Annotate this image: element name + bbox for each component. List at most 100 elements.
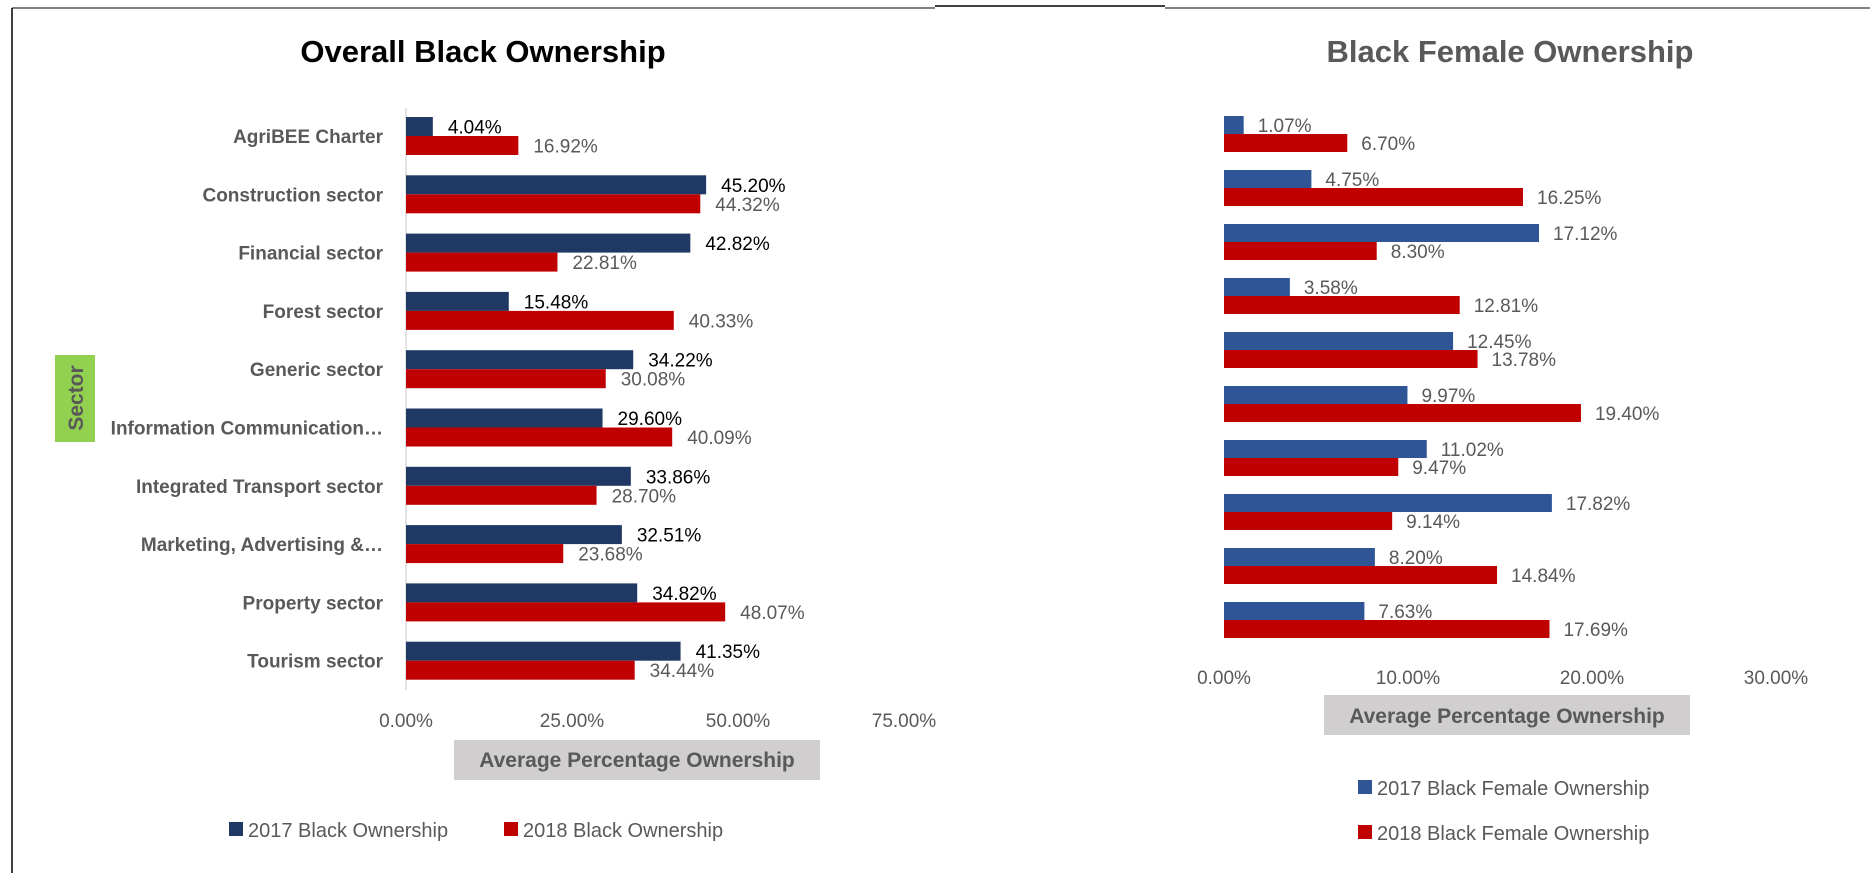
- chart2-bar-2017-black-female-ownership-8: [1224, 494, 1552, 512]
- chart1-bar-2017-black-ownership-6: [406, 408, 603, 428]
- chart2-bar-2017-black-female-ownership-7: [1224, 440, 1427, 458]
- chart1-data-label-2018-black-ownership-6: 40.09%: [687, 428, 752, 449]
- chart2-bar-2017-black-female-ownership-2: [1224, 170, 1312, 188]
- chart2-x-axis-title-box: [1324, 695, 1690, 735]
- chart2-bar-2017-black-female-ownership-3: [1224, 224, 1540, 242]
- chart1-category-labels: AgriBEE Charter Construction sector Financ…: [111, 127, 384, 673]
- chart1-data-label-2017-black-ownership-3: 42.82%: [705, 234, 770, 255]
- chart2-data-label-2018-black-female-ownership-9: 14.84%: [1511, 566, 1576, 587]
- chart1-y-axis-title: Sector: [65, 365, 88, 430]
- chart2-title: Black Female Ownership: [1327, 34, 1694, 69]
- chart2-data-label-2017-black-female-ownership-4: 3.58%: [1304, 278, 1358, 299]
- chart2-bar-2018-black-female-ownership-7: [1224, 458, 1399, 476]
- chart2-data-label-2017-black-female-ownership-10: 7.63%: [1378, 602, 1432, 623]
- chart2-bar-2018-black-female-ownership-6: [1224, 404, 1581, 422]
- chart1-data-label-2018-black-ownership-5: 30.08%: [621, 370, 686, 391]
- chart1-x-tick-labels: 0.00% 25.00% 50.00% 75.00%: [379, 711, 936, 732]
- chart1-bar-2017-black-ownership-1: [406, 117, 433, 136]
- chart2-x-tick-labels: 0.00% 10.00% 20.00% 30.00%: [1197, 668, 1808, 689]
- chart1-bar-2017-black-ownership-9: [406, 583, 638, 603]
- chart2-data-label-2018-black-female-ownership-8: 9.14%: [1406, 512, 1460, 533]
- legend-swatch-2017-black-female-ownership: [1358, 780, 1372, 794]
- legend-label-2018-black-female-ownership: 2018 Black Female Ownership: [1377, 823, 1649, 845]
- chart2-data-labels: 1.07% 6.70% 4.75% 16.25% 17.12% 8.30% 3.58% 12.…: [1258, 116, 1660, 641]
- chart2-data-label-2018-black-female-ownership-10: 17.69%: [1563, 620, 1628, 641]
- chart2-x-axis-title: Average Percentage Ownership: [1349, 705, 1665, 728]
- chart1-data-label-2017-black-ownership-4: 15.48%: [524, 292, 589, 313]
- chart1-x-tick-label-3: 50.00%: [706, 711, 771, 732]
- chart1-bar-2017-black-ownership-3: [406, 233, 691, 253]
- chart1-bar-2017-black-ownership-10: [406, 641, 681, 661]
- chart1-bar-2018-black-ownership-7: [406, 485, 597, 505]
- chart1-y-axis-title-box: [55, 355, 95, 442]
- chart1-title: Overall Black Ownership: [300, 34, 665, 69]
- chart1-category-label-1: AgriBEE Charter: [233, 127, 384, 148]
- chart1-bar-2018-black-ownership-2: [406, 194, 701, 214]
- chart1-x-tick-label-4: 75.00%: [872, 711, 937, 732]
- chart2-bar-2018-black-female-ownership-5: [1224, 350, 1478, 368]
- chart1-bar-2017-black-ownership-2: [406, 175, 707, 195]
- chart2-data-label-2017-black-female-ownership-3: 17.12%: [1553, 224, 1618, 245]
- chart1-bar-2018-black-ownership-8: [406, 544, 564, 564]
- chart2-data-label-2018-black-female-ownership-7: 9.47%: [1412, 458, 1466, 479]
- chart1-data-label-2018-black-ownership-7: 28.70%: [612, 486, 677, 507]
- chart2-x-tick-label-3: 20.00%: [1560, 668, 1625, 689]
- chart2-bar-2017-black-female-ownership-9: [1224, 548, 1375, 566]
- chart1-data-label-2017-black-ownership-9: 34.82%: [652, 584, 717, 605]
- chart1-x-tick-label-1: 0.00%: [379, 711, 433, 732]
- chart1-category-label-2: Construction sector: [202, 185, 383, 206]
- chart1-category-label-10: Tourism sector: [247, 652, 383, 673]
- chart1-data-label-2017-black-ownership-6: 29.60%: [618, 409, 683, 430]
- chart1-data-label-2018-black-ownership-10: 34.44%: [650, 661, 715, 682]
- chart1-data-label-2017-black-ownership-8: 32.51%: [637, 526, 702, 547]
- legend-swatch-2018-black-female-ownership: [1358, 825, 1372, 839]
- chart2-bar-2018-black-female-ownership-3: [1224, 242, 1377, 260]
- chart2-data-label-2018-black-female-ownership-1: 6.70%: [1361, 134, 1415, 155]
- chart1-data-label-2018-black-ownership-9: 48.07%: [740, 603, 805, 624]
- chart2-bar-2017-black-female-ownership-6: [1224, 386, 1408, 404]
- chart1-data-labels: 4.04% 16.92% 45.20%44.32% 42.82% 22.81% 15.48…: [448, 118, 805, 683]
- chart1-bar-2018-black-ownership-1: [406, 136, 519, 155]
- chart1-category-label-3: Financial sector: [238, 244, 383, 265]
- chart1-category-label-7: Integrated Transport sector: [136, 477, 384, 498]
- legend-label-2018-black-ownership: 2018 Black Ownership: [523, 820, 723, 842]
- chart2-data-label-2018-black-female-ownership-4: 12.81%: [1474, 296, 1539, 317]
- chart1-category-label-9: Property sector: [243, 593, 384, 614]
- chart1-x-axis-title-box: [454, 740, 820, 780]
- chart1-bar-2018-black-ownership-9: [406, 602, 726, 622]
- legend-label-2017-black-female-ownership: 2017 Black Female Ownership: [1377, 778, 1649, 800]
- chart1-data-label-2018-black-ownership-1: 16.92%: [533, 137, 598, 158]
- chart1-bar-2017-black-ownership-7: [406, 466, 631, 486]
- chart2-x-tick-label-4: 30.00%: [1744, 668, 1809, 689]
- chart1-category-label-5: Generic sector: [250, 360, 384, 381]
- chart2-bar-2018-black-female-ownership-4: [1224, 296, 1460, 314]
- chart2-data-label-2017-black-female-ownership-5: 12.45%: [1467, 332, 1532, 353]
- chart2-data-label-2017-black-female-ownership-1: 1.07%: [1258, 116, 1312, 137]
- chart2-bar-2018-black-female-ownership-10: [1224, 620, 1550, 638]
- chart2-bars: [1224, 116, 1581, 638]
- chart2-x-tick-label-2: 10.00%: [1376, 668, 1441, 689]
- chart2-data-label-2017-black-female-ownership-9: 8.20%: [1389, 548, 1443, 569]
- chart1-bar-2018-black-ownership-5: [406, 369, 606, 389]
- chart2-data-label-2017-black-female-ownership-6: 9.97%: [1421, 386, 1475, 407]
- chart2-data-label-2018-black-female-ownership-5: 13.78%: [1492, 350, 1557, 371]
- chart1-data-label-2017-black-ownership-10: 41.35%: [696, 642, 761, 663]
- chart2-data-label-2017-black-female-ownership-2: 4.75%: [1325, 170, 1379, 191]
- chart1-data-label-2018-black-ownership-8: 23.68%: [578, 545, 643, 566]
- chart2-data-label-2017-black-female-ownership-8: 17.82%: [1566, 494, 1631, 515]
- chart1-data-label-2018-black-ownership-2: 44.32%: [715, 195, 780, 216]
- chart2-bar-2018-black-female-ownership-2: [1224, 188, 1523, 206]
- chart2-bar-2017-black-female-ownership-4: [1224, 278, 1290, 296]
- chart1-data-label-2018-black-ownership-4: 40.33%: [689, 311, 754, 332]
- chart1-bar-2017-black-ownership-8: [406, 525, 622, 545]
- chart2-data-label-2018-black-female-ownership-2: 16.25%: [1537, 188, 1602, 209]
- chart1-bar-2018-black-ownership-4: [406, 310, 674, 330]
- chart1-bar-2018-black-ownership-3: [406, 252, 558, 272]
- chart2-data-label-2018-black-female-ownership-3: 8.30%: [1391, 242, 1445, 263]
- chart2-x-tick-label-1: 0.00%: [1197, 668, 1251, 689]
- chart1-x-tick-label-2: 25.00%: [540, 711, 605, 732]
- chart1-bars: [406, 117, 726, 680]
- chart1-x-axis-title: Average Percentage Ownership: [479, 749, 795, 772]
- chart2-bar-2018-black-female-ownership-1: [1224, 134, 1348, 152]
